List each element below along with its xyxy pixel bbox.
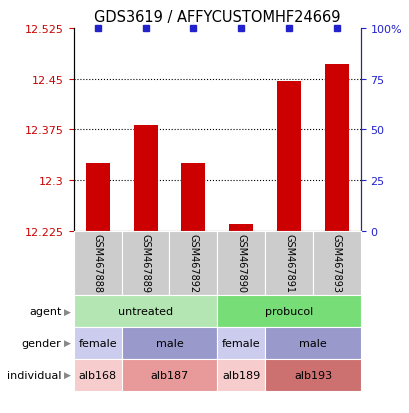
Text: probucol: probucol [264, 306, 312, 316]
Text: GSM467892: GSM467892 [188, 234, 198, 293]
Bar [181, 164, 205, 231]
Text: female: female [78, 338, 117, 348]
Text: GSM467893: GSM467893 [331, 234, 341, 293]
Text: GSM467888: GSM467888 [92, 234, 103, 293]
Bar [133, 126, 157, 231]
Text: GSM467891: GSM467891 [283, 234, 293, 293]
Text: alb193: alb193 [293, 370, 331, 380]
Text: individual: individual [7, 370, 61, 380]
Bar [276, 81, 300, 231]
Text: alb187: alb187 [150, 370, 188, 380]
Text: male: male [155, 338, 183, 348]
Text: alb168: alb168 [79, 370, 117, 380]
Title: GDS3619 / AFFYCUSTOMHF24669: GDS3619 / AFFYCUSTOMHF24669 [94, 10, 340, 25]
Text: gender: gender [22, 338, 61, 348]
Text: ▶: ▶ [63, 370, 70, 379]
Bar [324, 65, 348, 231]
Text: ▶: ▶ [63, 307, 70, 316]
Text: agent: agent [29, 306, 61, 316]
Bar [85, 164, 109, 231]
Bar [229, 225, 252, 231]
Text: GSM467890: GSM467890 [236, 234, 246, 293]
Text: male: male [298, 338, 326, 348]
Text: ▶: ▶ [63, 339, 70, 347]
Text: alb189: alb189 [222, 370, 260, 380]
Text: female: female [221, 338, 260, 348]
Text: untreated: untreated [118, 306, 173, 316]
Text: GSM467889: GSM467889 [140, 234, 150, 293]
